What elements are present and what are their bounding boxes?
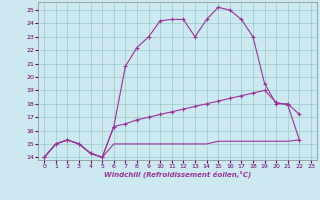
X-axis label: Windchill (Refroidissement éolien,°C): Windchill (Refroidissement éolien,°C) [104, 171, 251, 178]
